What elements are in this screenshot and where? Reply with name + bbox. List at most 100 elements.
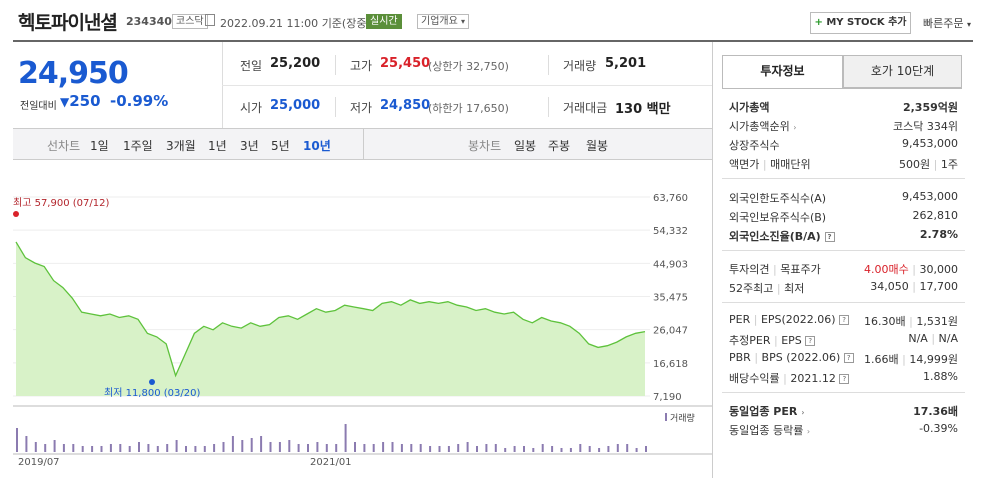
volume-bar (569, 448, 572, 452)
volume-bar (222, 442, 225, 452)
per-label: PER | EPS(2022.06) ? (729, 313, 850, 326)
volume-bar (513, 446, 516, 452)
x-axis-labels: 2019/07 2021/01 (18, 457, 352, 468)
volume-bar (419, 444, 422, 452)
volume-bar (354, 442, 356, 452)
volume-bar (598, 448, 601, 452)
period-5y[interactable]: 5년 (271, 139, 290, 153)
volume-bar (466, 442, 469, 452)
volume-bar (25, 436, 28, 452)
volume-bar (551, 446, 554, 452)
divider (335, 55, 336, 75)
high-label: 고가 (350, 59, 373, 73)
divider (722, 302, 965, 303)
down-triangle-icon: ▼ (60, 95, 70, 109)
stock-code: 234340 (126, 15, 172, 28)
sector-change-label[interactable]: 동일업종 등락률 › (729, 424, 811, 437)
stock-name: 헥토파이낸셜 (18, 12, 118, 34)
candle-daily[interactable]: 일봉 (514, 139, 537, 153)
volume-bar (250, 438, 253, 452)
w52-value: 34,050 | 17,700 (870, 280, 958, 293)
volume-bar (213, 444, 216, 452)
line-chart-label: 선차트 (47, 139, 81, 153)
candle-monthly[interactable]: 월봉 (586, 139, 609, 153)
high-value: 25,450 (380, 56, 431, 71)
period-3m[interactable]: 3개월 (166, 139, 196, 153)
y-tick-label: 44,903 (653, 259, 688, 270)
foreign-ratio-value: 2.78% (919, 228, 958, 241)
volume-bar (72, 444, 75, 452)
volume-bar (194, 446, 197, 452)
foreign-limit-value: 9,453,000 (902, 190, 958, 203)
candle-weekly[interactable]: 주봉 (548, 139, 571, 153)
volume-bar (91, 446, 94, 452)
volume-bar (119, 444, 122, 452)
volume-bar (588, 446, 591, 452)
volume-bar (635, 448, 638, 452)
w52-label: 52주최고 | 최저 (729, 282, 805, 295)
sector-per-label[interactable]: 동일업종 PER › (729, 405, 805, 418)
volume-bar (81, 446, 84, 452)
volume-bar (626, 444, 629, 452)
company-info-button[interactable]: 기업개요 ▾ (417, 14, 470, 29)
volume-value: 5,201 (605, 56, 647, 71)
period-1w[interactable]: 1주일 (123, 139, 153, 153)
help-icon[interactable]: ? (843, 353, 854, 363)
foreign-held-value: 262,810 (912, 209, 959, 222)
add-mystock-button[interactable]: + MY STOCK 추가 (810, 12, 911, 34)
volume-bar (138, 442, 140, 452)
volume-bar (429, 446, 432, 452)
quick-order-button[interactable]: 빠른주문 ▾ (923, 17, 971, 30)
per-value: 16.30배 | 1,531원 (864, 315, 958, 328)
period-10y[interactable]: 10년 (303, 139, 331, 153)
volume-bar (241, 440, 244, 452)
dividend-label: 배당수익률 | 2021.12 ? (729, 370, 850, 386)
volume-bar (476, 446, 478, 452)
volume-bar (203, 446, 206, 452)
period-3y[interactable]: 3년 (240, 139, 259, 153)
help-icon[interactable]: ? (824, 232, 835, 242)
volume-bar (382, 442, 385, 452)
opinion-label: 투자의견 | 목표주가 (729, 263, 821, 276)
volume-bar (579, 444, 582, 452)
lower-limit: (하한가 17,650) (428, 102, 509, 115)
volume-bars (16, 424, 647, 452)
volume-bar (100, 446, 103, 452)
period-1y[interactable]: 1년 (208, 139, 227, 153)
period-selector: 선차트 1일 1주일 3개월 1년 3년 5년 10년 봉차트 일봉 주봉 월봉 (13, 128, 712, 160)
y-tick-label: 54,332 (653, 226, 688, 237)
plus-icon: + (814, 17, 823, 28)
volume-bar (260, 436, 263, 452)
change-label: 전일대비 (20, 101, 57, 112)
y-tick-label: 26,047 (653, 326, 688, 337)
tab-invest-info[interactable]: 투자정보 (722, 55, 843, 88)
low-value: 24,850 (380, 98, 431, 113)
volume-bar (316, 442, 319, 452)
divider (722, 88, 962, 89)
volume-legend-marker (665, 413, 667, 421)
realtime-badge[interactable]: 실시간 (366, 14, 402, 29)
help-icon[interactable]: ? (839, 374, 850, 384)
sector-per-value: 17.36배 (913, 405, 958, 418)
tab-quote-10[interactable]: 호가 10단계 (843, 55, 962, 88)
volume-bar (541, 444, 544, 452)
y-tick-label: 35,475 (653, 293, 688, 304)
divider (363, 129, 364, 159)
help-icon[interactable]: ? (839, 315, 850, 325)
market-cap-rank-label[interactable]: 시가총액순위 › (729, 120, 797, 133)
volume-bar (288, 440, 291, 452)
volume-bar (175, 440, 178, 452)
volume-bar (494, 444, 497, 452)
open-value: 25,000 (270, 98, 321, 113)
header-divider (13, 40, 973, 42)
volume-bar (391, 442, 394, 452)
pbr-value: 1.66배 | 14,999원 (864, 353, 958, 366)
change-value: ▼250 (60, 92, 101, 110)
volume-bar (607, 446, 610, 452)
volume-bar (344, 424, 347, 452)
volume-bar (457, 444, 460, 452)
market-badge: 코스닥 (172, 14, 208, 29)
help-icon[interactable]: ? (805, 336, 816, 346)
period-1d[interactable]: 1일 (90, 139, 109, 153)
pbr-label: PBR | BPS (2022.06) ? (729, 351, 854, 364)
